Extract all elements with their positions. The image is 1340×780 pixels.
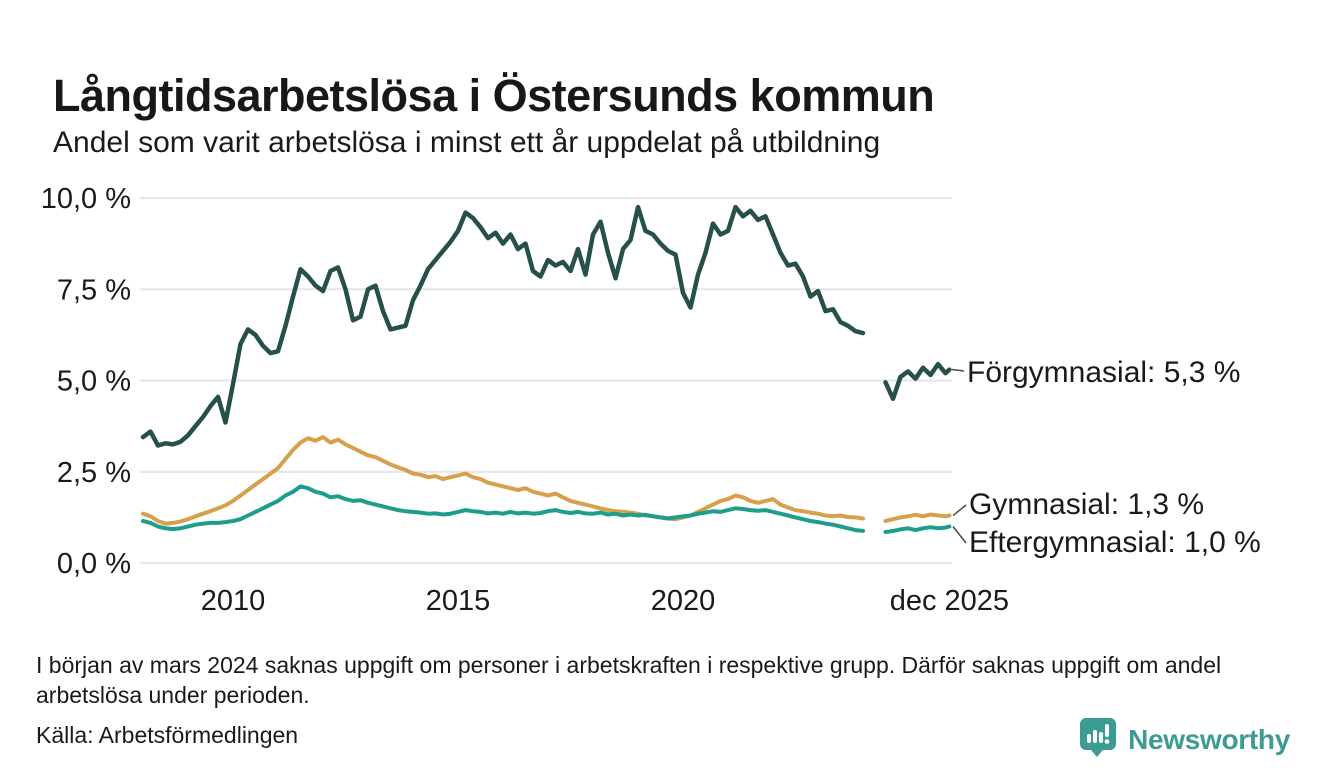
series-label-forgymnasial: Förgymnasial: 5,3 % — [967, 356, 1241, 389]
x-tick-label: dec 2025 — [890, 585, 1009, 617]
x-tick-label: 2015 — [426, 585, 491, 617]
y-tick-label: 2,5 % — [57, 457, 131, 489]
series-line-eftergymnasial — [141, 484, 952, 534]
y-tick-label: 0,0 % — [57, 548, 131, 580]
series-label-gymnasial: Gymnasial: 1,3 % — [969, 488, 1205, 521]
y-tick-label: 5,0 % — [57, 366, 131, 398]
label-connectors — [951, 368, 967, 544]
source-credit: Källa: Arbetsförmedlingen — [36, 722, 299, 748]
series-label-eftergymnasial: Eftergymnasial: 1,0 % — [969, 526, 1261, 559]
series-line-förgymnasial — [140, 204, 952, 448]
page-subtitle: Andel som varit arbetslösa i minst ett å… — [53, 126, 881, 159]
y-tick-label: 10,0 % — [41, 183, 131, 215]
footnote: I början av mars 2024 saknas uppgift om … — [36, 652, 1222, 708]
x-tick-label: 2020 — [651, 585, 716, 617]
page-title: Långtidsarbetslösa i Östersunds kommun — [53, 70, 935, 122]
newsworthy-brand: Newsworthy — [1078, 716, 1290, 763]
series-line-gymnasial — [141, 435, 952, 526]
x-tick-label: 2010 — [201, 585, 266, 617]
y-axis-labels: 10,0 % 7,5 % 5,0 % 2,5 % 0,0 % — [41, 183, 131, 580]
newsworthy-wordmark: Newsworthy — [1128, 723, 1290, 755]
newsworthy-logo-icon — [1078, 716, 1118, 763]
y-tick-label: 7,5 % — [57, 274, 131, 306]
x-axis-labels: 2010 2015 2020 dec 2025 — [201, 585, 1009, 617]
